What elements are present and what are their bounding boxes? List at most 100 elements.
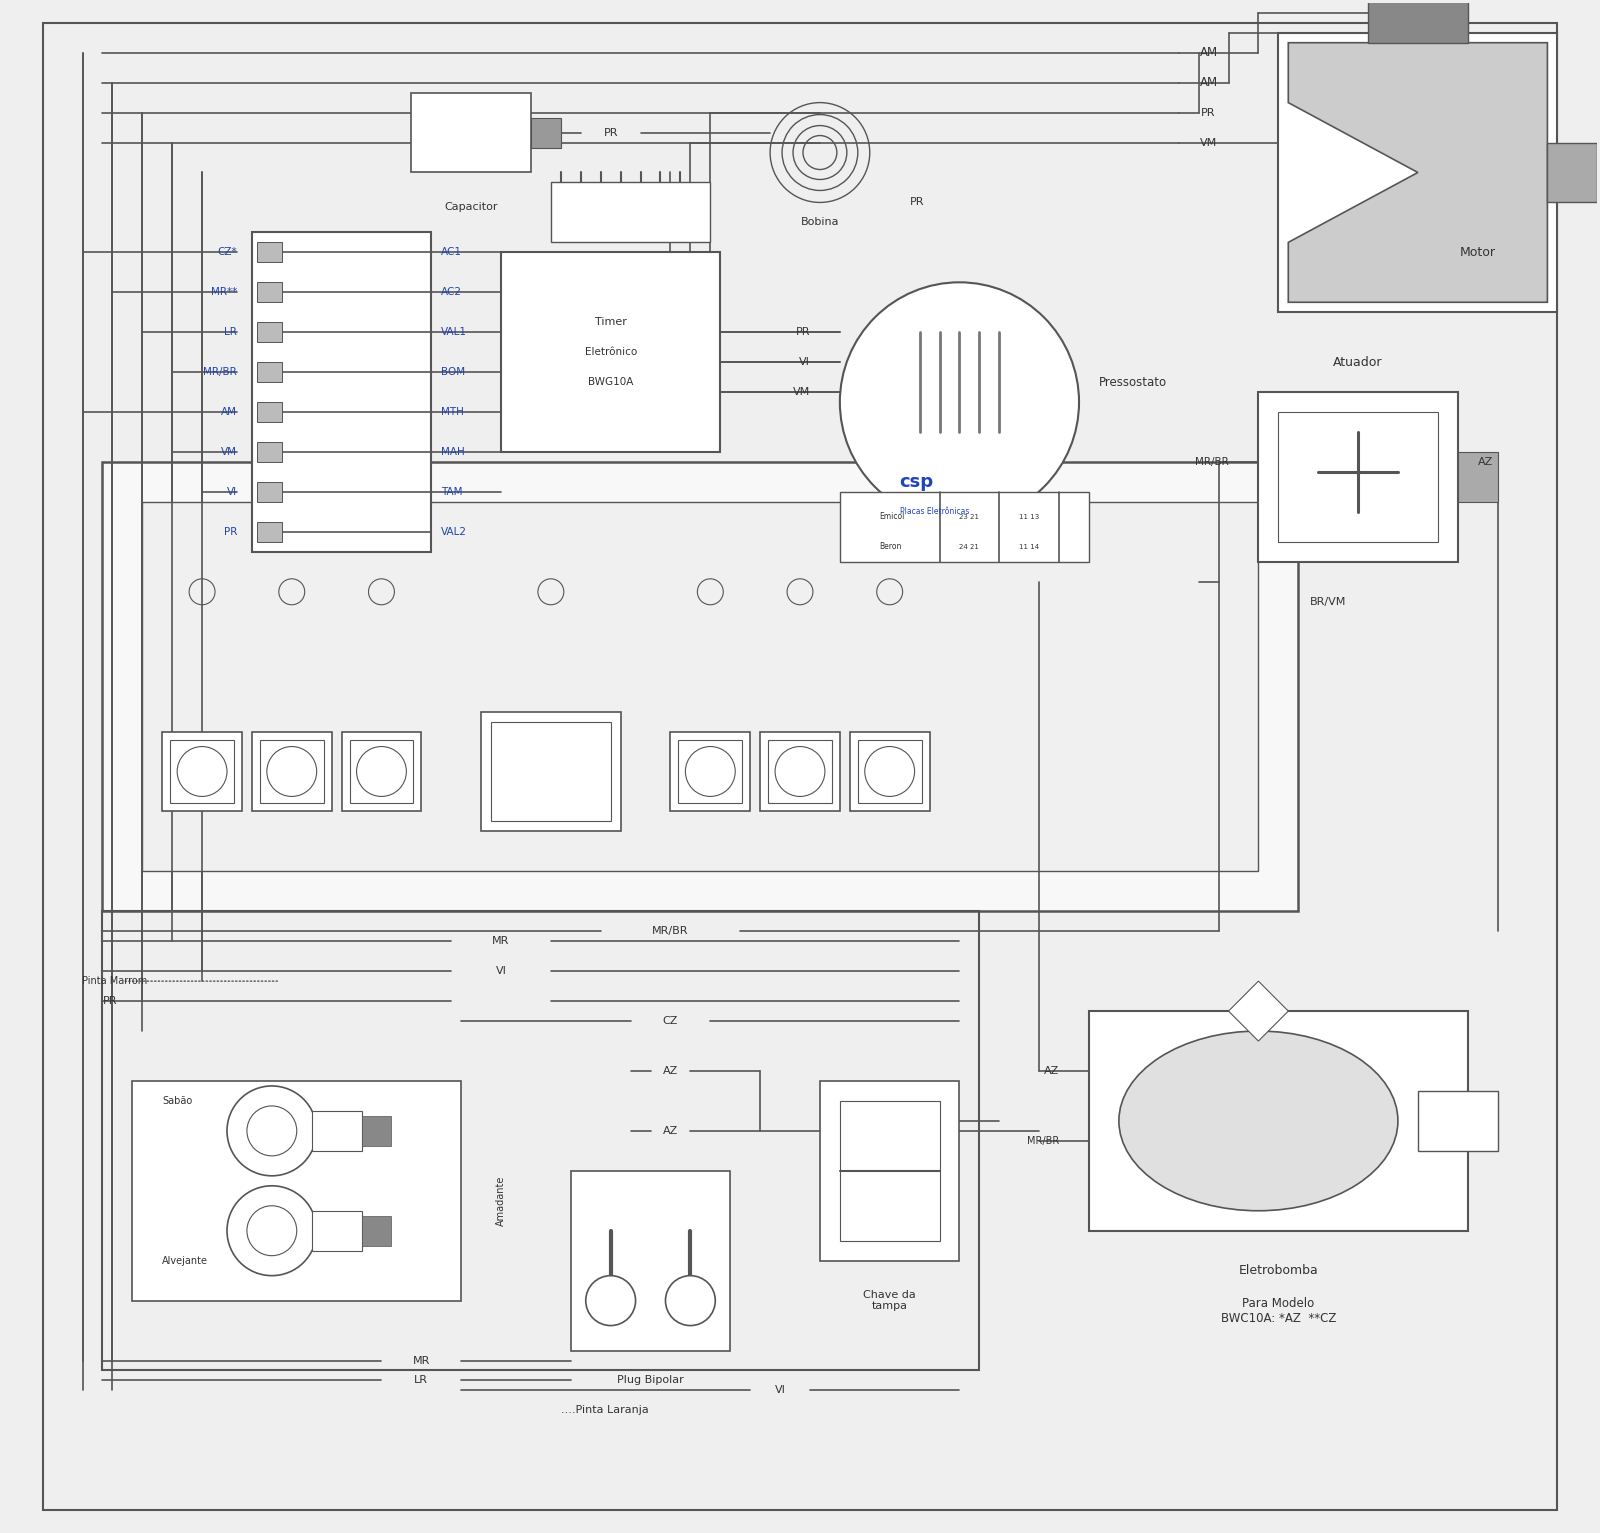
- Text: Pinta Marrom: Pinta Marrom: [83, 977, 147, 986]
- Bar: [1418, 1091, 1498, 1151]
- Text: AZ: AZ: [662, 1125, 678, 1136]
- Bar: [102, 911, 979, 1371]
- Text: BWG10A: BWG10A: [587, 377, 634, 388]
- Bar: [362, 1116, 392, 1145]
- Text: Pressostato: Pressostato: [1099, 376, 1166, 389]
- Text: PR: PR: [795, 327, 810, 337]
- Bar: [341, 731, 421, 811]
- Text: VM: VM: [221, 448, 237, 457]
- Bar: [411, 92, 531, 173]
- Bar: [760, 731, 840, 811]
- Text: 24 21: 24 21: [960, 544, 979, 550]
- Text: PR: PR: [224, 527, 237, 537]
- Text: Emicol: Emicol: [880, 512, 906, 521]
- Text: Eletrobomba: Eletrobomba: [1238, 1265, 1318, 1277]
- Bar: [170, 739, 234, 803]
- Text: PR: PR: [910, 198, 925, 207]
- Bar: [501, 253, 720, 452]
- Circle shape: [586, 1275, 635, 1326]
- Text: CZ*: CZ*: [218, 247, 237, 258]
- Text: VM: VM: [792, 388, 810, 397]
- Text: VI: VI: [798, 357, 810, 368]
- Bar: [840, 1101, 939, 1240]
- Text: MR/BR: MR/BR: [653, 926, 688, 937]
- Bar: [258, 322, 282, 342]
- Bar: [259, 739, 323, 803]
- Bar: [258, 402, 282, 422]
- Text: ....Pinta Laranja: ....Pinta Laranja: [562, 1406, 648, 1415]
- Circle shape: [774, 747, 826, 797]
- Bar: [251, 731, 331, 811]
- Text: PR: PR: [603, 127, 618, 138]
- Text: AC1: AC1: [442, 247, 462, 258]
- Text: MR: MR: [413, 1355, 430, 1366]
- Bar: [142, 501, 1259, 871]
- Text: MR/BR: MR/BR: [1195, 457, 1229, 468]
- Text: MR: MR: [493, 937, 510, 946]
- Ellipse shape: [1118, 1032, 1398, 1211]
- Bar: [670, 731, 750, 811]
- Bar: [819, 1081, 960, 1260]
- Text: Timer: Timer: [595, 317, 627, 327]
- Bar: [258, 242, 282, 262]
- Text: 23 21: 23 21: [960, 514, 979, 520]
- Bar: [571, 1171, 730, 1351]
- Bar: [258, 481, 282, 501]
- Text: Beron: Beron: [880, 543, 902, 552]
- Bar: [482, 711, 621, 831]
- Bar: [312, 1211, 362, 1251]
- Circle shape: [864, 747, 915, 797]
- Text: 11 14: 11 14: [1019, 544, 1040, 550]
- Circle shape: [357, 747, 406, 797]
- Text: AM: AM: [1200, 77, 1218, 89]
- Text: AM: AM: [221, 408, 237, 417]
- Circle shape: [246, 1105, 296, 1156]
- Text: LR: LR: [224, 327, 237, 337]
- Text: VI: VI: [774, 1386, 786, 1395]
- Text: PR: PR: [102, 996, 117, 1006]
- Bar: [678, 739, 742, 803]
- Text: Chave da
tampa: Chave da tampa: [864, 1289, 917, 1311]
- Text: AC2: AC2: [442, 287, 462, 297]
- Circle shape: [227, 1187, 317, 1275]
- Text: VI: VI: [227, 487, 237, 497]
- Text: Placas Eletrônicas: Placas Eletrônicas: [899, 507, 970, 517]
- Bar: [858, 739, 922, 803]
- Text: Motor: Motor: [1459, 245, 1496, 259]
- Text: BOM: BOM: [442, 368, 466, 377]
- Bar: [258, 521, 282, 541]
- Bar: [162, 731, 242, 811]
- Bar: [768, 739, 832, 803]
- Bar: [258, 362, 282, 382]
- Text: Alvejante: Alvejante: [162, 1256, 208, 1266]
- Text: Plug Bipolar: Plug Bipolar: [618, 1375, 683, 1386]
- Bar: [362, 1216, 392, 1246]
- Circle shape: [227, 1085, 317, 1176]
- Text: PR: PR: [1202, 107, 1216, 118]
- Text: Para Modelo
BWC10A: *AZ  **CZ: Para Modelo BWC10A: *AZ **CZ: [1221, 1297, 1336, 1325]
- Bar: [349, 739, 413, 803]
- Text: csp: csp: [899, 474, 934, 491]
- Text: VAL1: VAL1: [442, 327, 467, 337]
- Text: Amadante: Amadante: [496, 1176, 506, 1226]
- Text: Eletrônico: Eletrônico: [584, 346, 637, 357]
- Text: MAH: MAH: [442, 448, 466, 457]
- Bar: [1278, 32, 1557, 313]
- Text: Atuador: Atuador: [1333, 356, 1382, 368]
- Bar: [102, 461, 1298, 911]
- Text: TAM: TAM: [442, 487, 462, 497]
- Text: 11 13: 11 13: [1019, 514, 1040, 520]
- Text: CZ: CZ: [662, 1016, 678, 1026]
- Text: LR: LR: [414, 1375, 429, 1386]
- Bar: [1368, 0, 1467, 43]
- Bar: [1259, 392, 1458, 561]
- Circle shape: [685, 747, 736, 797]
- Bar: [133, 1081, 461, 1300]
- Text: AZ: AZ: [1043, 1065, 1059, 1076]
- Bar: [840, 492, 1090, 561]
- Text: Bobina: Bobina: [800, 218, 838, 227]
- Text: Sabão: Sabão: [162, 1096, 192, 1105]
- Bar: [1458, 452, 1498, 501]
- Text: MR**: MR**: [211, 287, 237, 297]
- Bar: [550, 182, 710, 242]
